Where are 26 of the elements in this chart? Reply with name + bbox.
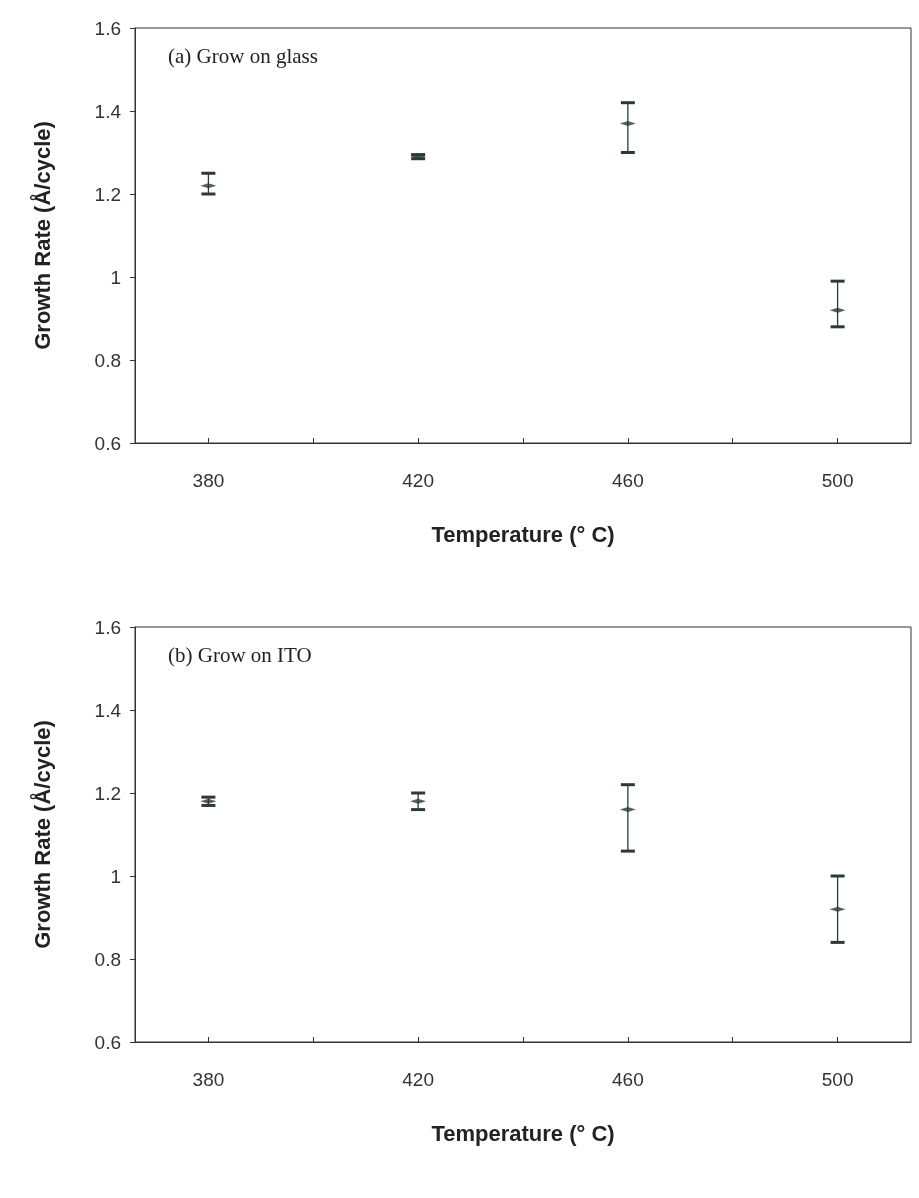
y-axis-title: Growth Rate (Å/cycle) <box>28 121 55 350</box>
x-tick-label: 420 <box>402 1069 434 1090</box>
y-tick-label: 1.6 <box>94 17 121 39</box>
text: (a) Grow on glass <box>168 43 318 68</box>
x-tick-label: 380 <box>192 470 225 491</box>
y-tick-label: 1.4 <box>94 100 122 122</box>
y-tick-label: 1.2 <box>94 183 121 205</box>
y-tick-label: 1 <box>110 266 121 288</box>
y-tick-label: 1 <box>110 865 121 887</box>
x-tick-label: 380 <box>192 1069 225 1090</box>
text: (b) Grow on ITO <box>168 642 312 667</box>
x-axis-title: Temperature (° C) <box>431 1120 615 1146</box>
x-tick-label: 460 <box>612 1069 644 1090</box>
x-tick-label: 500 <box>821 1069 854 1090</box>
y-tick-label: 1.6 <box>94 616 121 638</box>
y-tick-label: 0.8 <box>94 349 121 371</box>
y-tick-label: 1.2 <box>94 782 121 804</box>
y-axis-title: Growth Rate (Å/cycle) <box>28 720 55 949</box>
x-tick-label: 500 <box>821 470 854 491</box>
y-tick-label: 0.6 <box>94 432 121 454</box>
y-tick-label: 0.8 <box>94 948 121 970</box>
y-tick-label: 0.6 <box>94 1031 121 1053</box>
x-tick-label: 420 <box>402 470 434 491</box>
x-axis-title: Temperature (° C) <box>431 521 615 547</box>
x-tick-label: 460 <box>612 470 644 491</box>
y-tick-label: 1.4 <box>94 699 122 721</box>
